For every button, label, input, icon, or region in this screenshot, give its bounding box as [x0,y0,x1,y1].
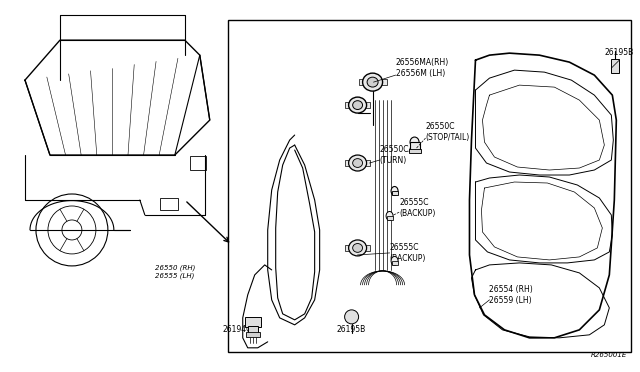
Text: 26195B: 26195B [337,325,366,334]
Circle shape [344,310,358,324]
Ellipse shape [349,155,367,171]
Bar [387,216,392,220]
Bar [228,20,631,352]
Text: 26555C
(BACKUP): 26555C (BACKUP) [399,198,436,218]
Bar [244,317,260,327]
Text: R265001E: R265001E [591,352,627,358]
Ellipse shape [367,77,378,87]
Bar [160,198,178,210]
Text: 26194G: 26194G [223,325,253,334]
Bar [345,160,370,166]
Text: 26550C
(STOP/TAIL): 26550C (STOP/TAIL) [426,122,470,142]
Ellipse shape [353,244,362,252]
Bar [392,261,397,265]
Text: 26550 (RH)
26555 (LH): 26550 (RH) 26555 (LH) [155,265,195,279]
Bar [408,149,420,153]
Bar [611,59,620,73]
Ellipse shape [349,240,367,256]
Ellipse shape [353,158,362,167]
Ellipse shape [349,97,367,113]
Ellipse shape [391,186,398,196]
Text: 26554 (RH)
26559 (LH): 26554 (RH) 26559 (LH) [490,285,533,305]
Bar [190,156,206,170]
Bar [358,79,387,85]
Text: 26550CA
(TURN): 26550CA (TURN) [380,145,414,165]
Ellipse shape [363,73,383,91]
Bar [410,142,420,150]
Bar [246,332,260,337]
Bar [248,326,258,333]
Text: 26555C
(BACKUP): 26555C (BACKUP) [390,243,426,263]
Ellipse shape [386,211,393,221]
Text: 26556MA(RH)
26556M (LH): 26556MA(RH) 26556M (LH) [396,58,449,78]
Text: 26195B: 26195B [604,48,634,57]
Bar [392,191,397,195]
Ellipse shape [391,256,398,265]
Ellipse shape [353,101,362,109]
Ellipse shape [410,137,419,147]
Bar [345,102,370,108]
Bar [345,245,370,251]
